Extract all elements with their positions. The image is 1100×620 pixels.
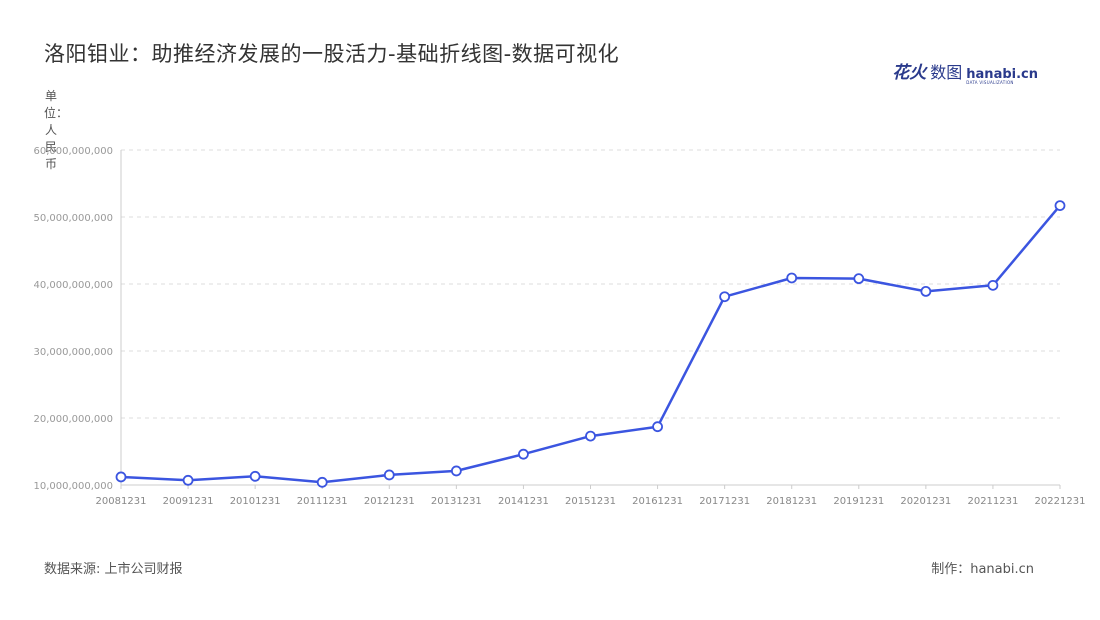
data-point-13[interactable] (987, 279, 999, 291)
x-tick-label-7: 20151231 (565, 496, 616, 507)
brand-tagline: DATA VISUALIZATION (966, 80, 1014, 85)
data-point-12[interactable] (920, 285, 932, 297)
brand-name-part-a: 花火 (892, 63, 927, 83)
data-point-7[interactable] (585, 430, 596, 442)
data-point-2[interactable] (249, 470, 261, 482)
brand-logo: 花火 数图 hanabi.cn DATA VISUALIZATION (892, 58, 1038, 85)
x-tick-label-11: 20191231 (833, 496, 884, 507)
y-tick-labels: 10,000,000,000 20,000,000,000 30,000,000,0… (33, 146, 113, 492)
data-points (115, 200, 1066, 488)
x-tick-labels: 20081231 20091231 20101231 20111231 20121231… (96, 496, 1086, 507)
data-point-3[interactable] (316, 476, 328, 488)
grid-lines (121, 149, 1060, 419)
brand-domain: hanabi.cn (966, 67, 1038, 82)
data-point-0[interactable] (115, 471, 127, 483)
x-tick-label-0: 20081231 (96, 496, 147, 507)
chart-title: 洛阳钼业：助推经济发展的一股活力-基础折线图-数据可视化 (44, 42, 620, 66)
data-point-11[interactable] (853, 273, 865, 285)
x-tick-label-9: 20171231 (699, 496, 750, 507)
brand-name-part-b: 数图 (930, 63, 963, 82)
y-tick-label-4: 50,000,000,000 (33, 213, 113, 224)
data-point-10[interactable] (786, 272, 798, 284)
data-point-8[interactable] (652, 421, 663, 433)
data-point-9[interactable] (719, 291, 731, 303)
x-tick-label-4: 20121231 (364, 496, 415, 507)
maker-credit: 制作：hanabi.cn (931, 562, 1034, 577)
x-tick-label-8: 20161231 (632, 496, 683, 507)
x-tick-label-5: 20131231 (431, 496, 482, 507)
x-tick-label-3: 20111231 (297, 496, 348, 507)
data-source: 数据来源: 上市公司财报 (44, 562, 183, 577)
x-tick-label-13: 20211231 (967, 496, 1018, 507)
y-axis-label: 单位：人民币 (44, 89, 69, 171)
x-tick-label-2: 20101231 (230, 496, 281, 507)
x-tick-label-6: 20141231 (498, 496, 549, 507)
brand-english: hanabi.cn DATA VISUALIZATION (966, 68, 1038, 85)
y-tick-label-3: 40,000,000,000 (33, 280, 113, 291)
axes (120, 150, 1061, 489)
data-point-6[interactable] (518, 448, 529, 460)
data-point-4[interactable] (383, 469, 395, 481)
y-tick-label-2: 30,000,000,000 (33, 347, 113, 358)
x-tick-label-12: 20201231 (900, 496, 951, 507)
y-tick-label-0: 10,000,000,000 (33, 481, 113, 492)
y-tick-label-1: 20,000,000,000 (33, 414, 113, 425)
y-tick-label-5: 60,000,000,000 (33, 146, 113, 157)
x-tick-label-10: 20181231 (766, 496, 817, 507)
x-tick-label-14: 20221231 (1035, 496, 1086, 507)
data-point-14[interactable] (1054, 200, 1066, 212)
x-tick-label-1: 20091231 (163, 496, 214, 507)
data-point-1[interactable] (182, 474, 194, 486)
data-point-5[interactable] (450, 465, 462, 477)
